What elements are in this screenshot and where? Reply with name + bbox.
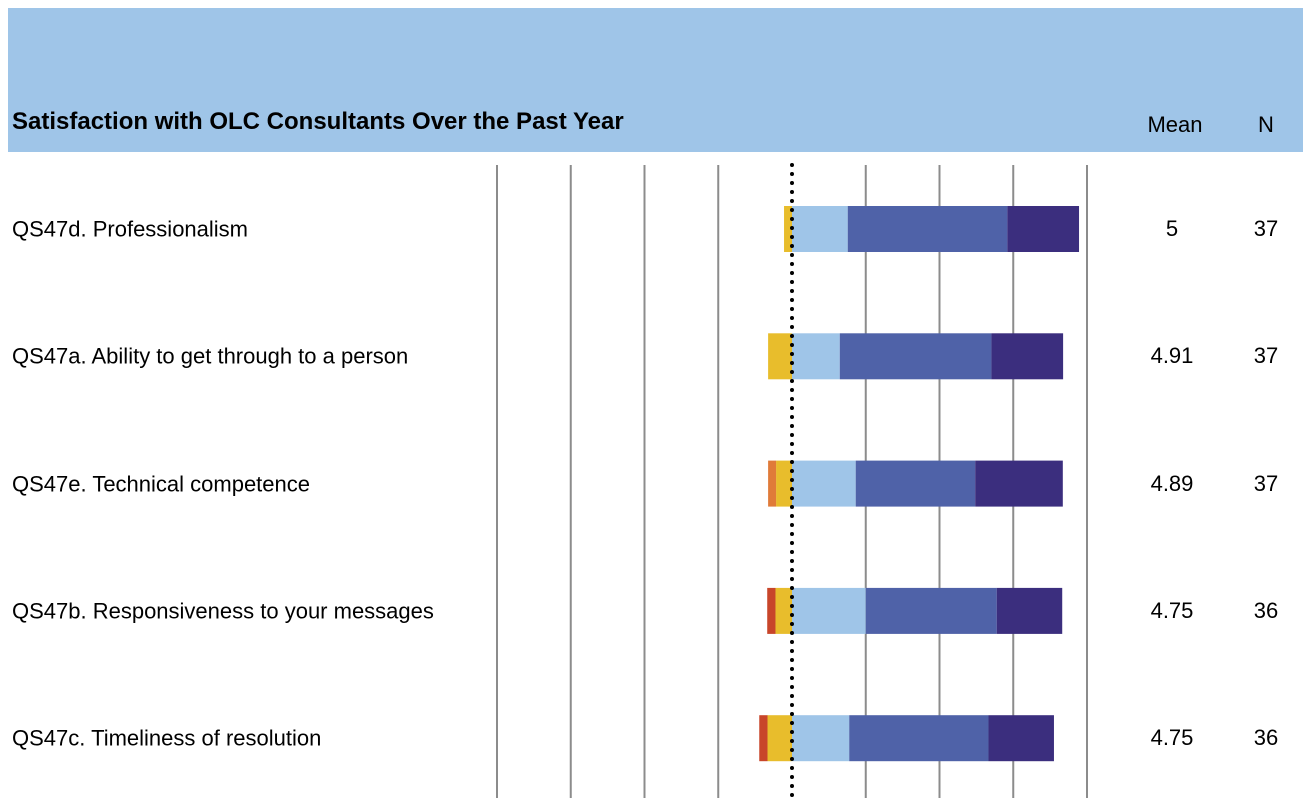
bar-segment bbox=[865, 587, 997, 634]
bar-segment bbox=[768, 460, 777, 507]
bar-segment bbox=[776, 460, 792, 507]
bar-segment bbox=[1007, 206, 1080, 252]
bar-segment bbox=[975, 460, 1063, 507]
bar-segment bbox=[849, 715, 989, 762]
bar-segment bbox=[996, 587, 1063, 634]
mean-value: 4.89 bbox=[1150, 470, 1194, 496]
mean-value: 4.75 bbox=[1150, 597, 1194, 623]
bar-segment bbox=[768, 333, 792, 380]
bar-segment bbox=[767, 587, 776, 634]
column-header: N bbox=[1258, 112, 1274, 137]
row-label: QS47a. Ability to get through to a perso… bbox=[12, 343, 409, 369]
bar-segment bbox=[759, 715, 768, 762]
mean-value: 4.75 bbox=[1150, 725, 1194, 751]
bar-segment bbox=[847, 206, 1008, 252]
mean-value: 5 bbox=[1165, 216, 1179, 241]
bar-segment bbox=[792, 460, 856, 507]
row-label: QS47d. Professionalism bbox=[12, 216, 248, 242]
bar-segment bbox=[792, 715, 850, 762]
n-value: 37 bbox=[1253, 470, 1279, 496]
n-value: 37 bbox=[1253, 343, 1279, 369]
bar-segment bbox=[767, 715, 792, 762]
bar-segment bbox=[988, 715, 1054, 762]
bar-segment bbox=[991, 333, 1064, 380]
n-value: 36 bbox=[1253, 597, 1279, 623]
bar-segment bbox=[792, 587, 866, 634]
mean-value: 4.91 bbox=[1150, 343, 1194, 369]
header-band bbox=[8, 8, 1303, 152]
n-value: 36 bbox=[1253, 725, 1279, 751]
bar-segment bbox=[784, 206, 792, 252]
chart-title: Satisfaction with OLC Consultants Over t… bbox=[12, 108, 624, 135]
bar-segment bbox=[855, 460, 976, 507]
bar-segment bbox=[792, 333, 840, 380]
column-header: Mean bbox=[1147, 112, 1203, 137]
bar-segment bbox=[792, 206, 848, 252]
row-label: QS47e. Technical competence bbox=[12, 471, 310, 497]
row-label: QS47c. Timeliness of resolution bbox=[12, 725, 322, 751]
bar-segment bbox=[775, 587, 792, 634]
n-value: 37 bbox=[1253, 216, 1279, 241]
row-label: QS47b. Responsiveness to your messages bbox=[12, 598, 434, 624]
bar-segment bbox=[839, 333, 992, 380]
